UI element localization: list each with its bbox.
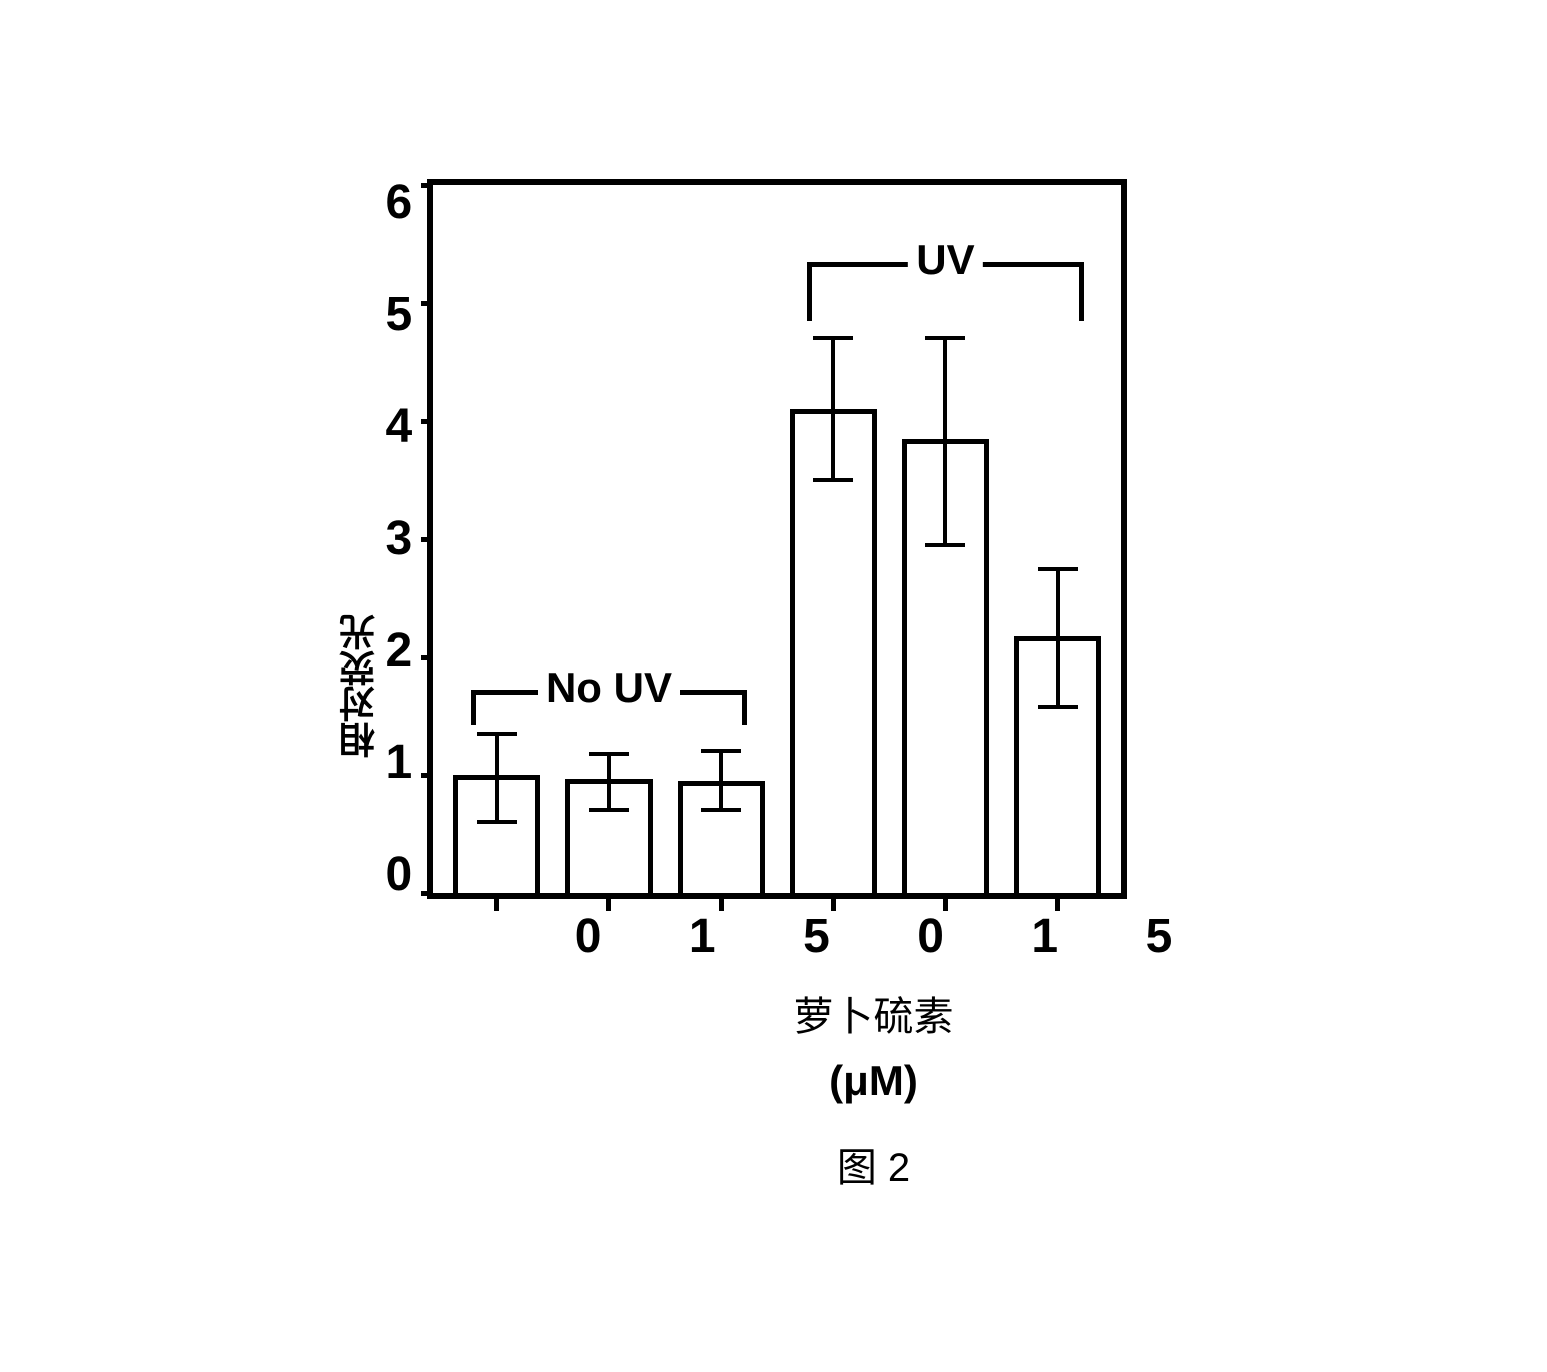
group-bracket-label: No UV	[538, 664, 680, 712]
x-tick-label: 5	[772, 909, 861, 964]
y-tick-mark	[421, 183, 433, 188]
bar	[902, 439, 989, 893]
error-bar	[943, 338, 947, 545]
x-tick-label: 1	[658, 909, 747, 964]
x-tick-mark	[943, 899, 948, 911]
chart-container: 相对荧光 6543210 No UVUV 015015 萝卜硫素 (μM) 图 …	[324, 179, 1224, 1193]
bar-group	[790, 409, 1102, 893]
error-cap-bottom	[477, 820, 517, 824]
group-bracket-label: UV	[908, 236, 982, 284]
y-tick-label: 6	[386, 179, 413, 227]
x-tick-group: 015	[544, 909, 862, 964]
error-cap-bottom	[813, 478, 853, 482]
y-tick-mark	[421, 773, 433, 778]
bar	[453, 775, 540, 893]
x-tick-mark	[606, 899, 611, 911]
y-tick-label: 5	[386, 291, 413, 339]
error-bar	[607, 754, 611, 811]
y-tick-mark	[421, 537, 433, 542]
y-tick-label: 0	[386, 851, 413, 899]
error-cap-top	[925, 336, 965, 340]
bar-group	[453, 775, 765, 893]
y-tick-mark	[421, 301, 433, 306]
x-tick-mark	[494, 899, 499, 911]
y-tick-mark	[421, 419, 433, 424]
error-cap-top	[701, 749, 741, 753]
plot-wrapper: No UVUV 015015 萝卜硫素 (μM) 图 2	[427, 179, 1223, 1193]
x-tick-mark	[831, 899, 836, 911]
error-cap-bottom	[1038, 705, 1078, 709]
x-ticks: 015015	[524, 899, 1224, 964]
error-bar	[831, 338, 835, 480]
error-bar	[719, 751, 723, 810]
error-bar	[1056, 569, 1060, 707]
error-bar	[495, 734, 499, 823]
y-tick-mark	[421, 655, 433, 660]
plot-area: No UV UV	[427, 179, 1127, 899]
error-cap-bottom	[589, 808, 629, 812]
error-cap-top	[813, 336, 853, 340]
y-tick-label: 2	[386, 627, 413, 675]
y-tick-label: 1	[386, 739, 413, 787]
error-cap-top	[477, 732, 517, 736]
figure-caption: 图 2	[524, 1135, 1224, 1193]
x-tick-label: 0	[886, 909, 975, 964]
y-axis-label: 相对荧光	[324, 179, 386, 1193]
bar	[565, 779, 652, 893]
x-tick-mark	[1055, 899, 1060, 911]
error-cap-top	[1038, 567, 1078, 571]
y-tick-label: 4	[386, 403, 413, 451]
bar	[1014, 636, 1101, 893]
x-axis-unit: (μM)	[524, 1057, 1224, 1105]
bar	[790, 409, 877, 893]
x-axis-label: 萝卜硫素	[524, 984, 1224, 1042]
x-tick-label: 0	[544, 909, 633, 964]
error-cap-bottom	[701, 808, 741, 812]
y-tick-label: 3	[386, 515, 413, 563]
error-cap-bottom	[925, 543, 965, 547]
x-tick-label: 5	[1114, 909, 1203, 964]
bar	[678, 781, 765, 893]
chart-area: 相对荧光 6543210 No UVUV 015015 萝卜硫素 (μM) 图 …	[324, 179, 1224, 1193]
x-tick-mark	[719, 899, 724, 911]
x-tick-group: 015	[886, 909, 1204, 964]
error-cap-top	[589, 752, 629, 756]
x-tick-label: 1	[1000, 909, 1089, 964]
y-tick-mark	[421, 891, 433, 896]
